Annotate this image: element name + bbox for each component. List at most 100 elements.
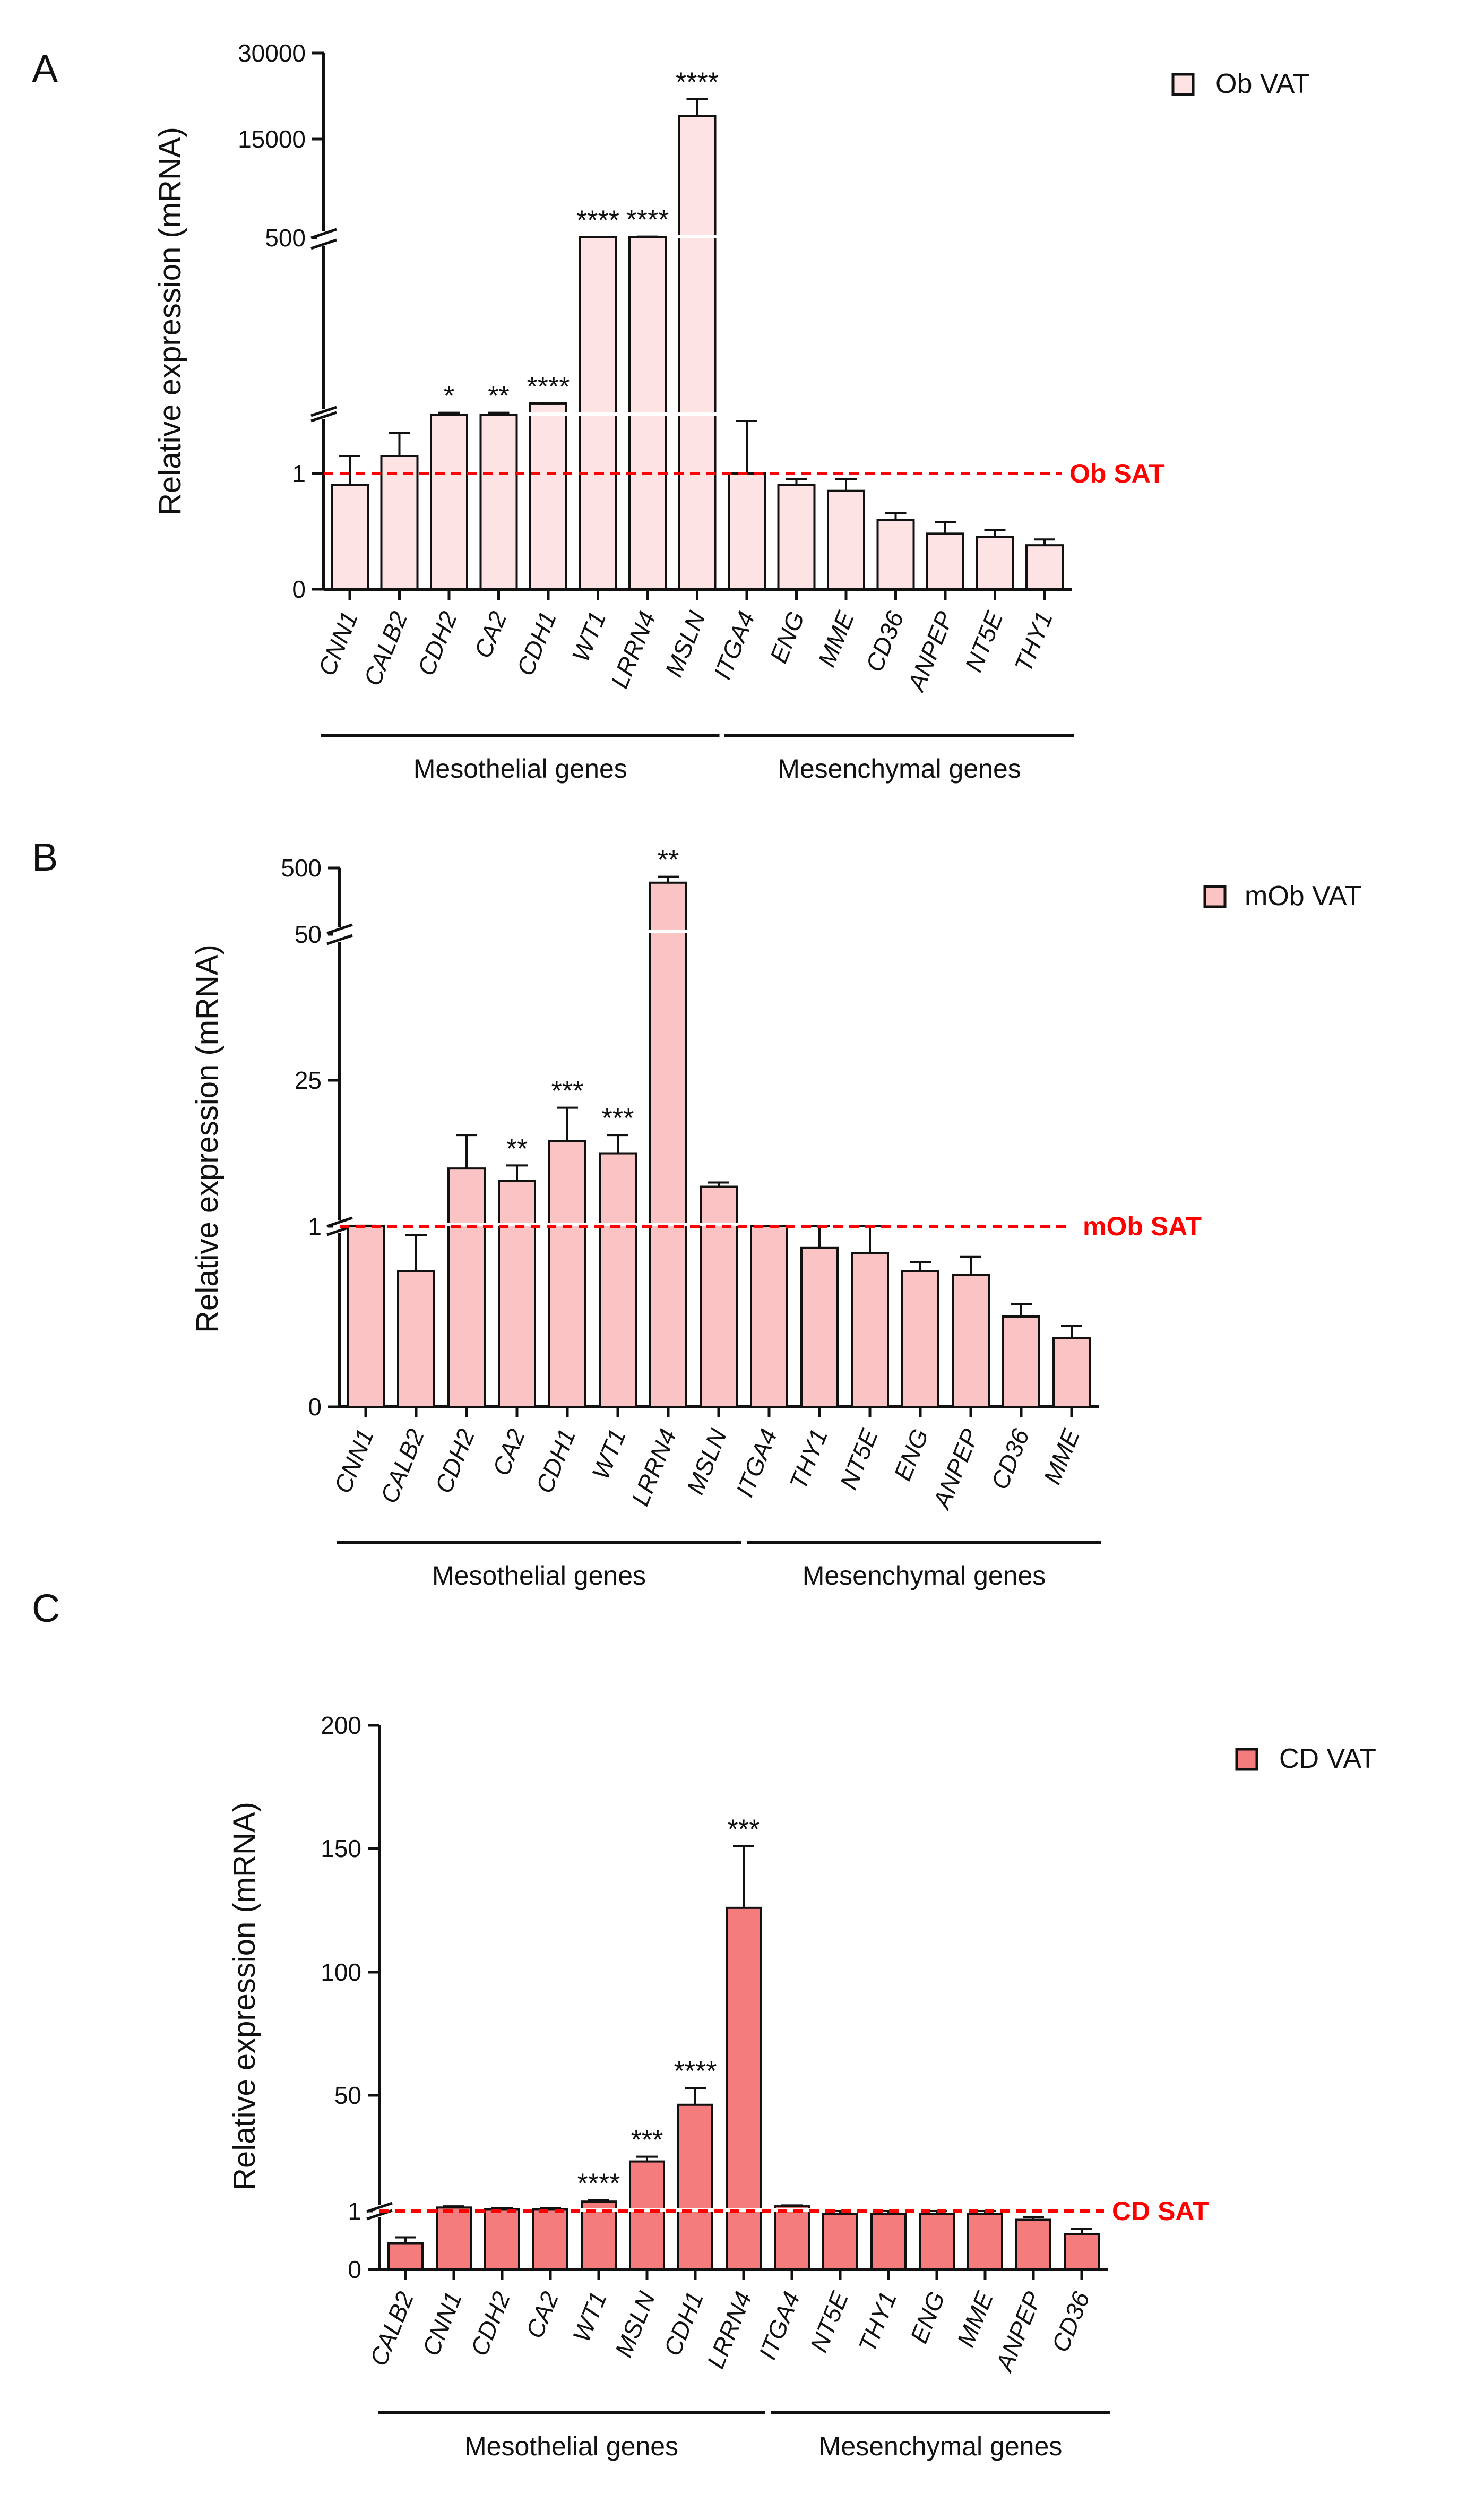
panel-c-xtick-label-calb2: CALB2: [364, 2288, 419, 2370]
panel-a-significance-cdh1: ****: [527, 372, 570, 402]
panel-a-significance-cdh2: *: [444, 381, 454, 412]
panel-b-xtick-label-cnn1: CNN1: [329, 1425, 379, 1497]
panel-b-bar-break-gap: [699, 1223, 738, 1226]
panel-b-significance-cdh1: ***: [551, 1076, 584, 1107]
panel-c-bar-break-gap: [580, 2208, 617, 2212]
panel-b-bar-calb2: [397, 1270, 435, 1408]
panel-a-bar-msln: [678, 115, 717, 591]
panel-b-xtick-label-lrrn4: LRRN4: [626, 1425, 682, 1509]
panel-c-bar-mme: [967, 2213, 1003, 2271]
panel-b-xtick-label-cd36: CD36: [986, 1425, 1034, 1493]
panel-a-axis-break-mark: [310, 411, 337, 423]
panel-b-significance-ca2: **: [506, 1133, 528, 1164]
panel-b-bar-lrrn4: [649, 881, 687, 1408]
panel-a-bar-calb2: [380, 455, 419, 590]
panel-a-bar-ca2: [479, 414, 518, 590]
panel-c-significance-cdh1: ****: [674, 2056, 717, 2087]
panel-b-xtick-label-ca2: CA2: [487, 1425, 531, 1479]
panel-c-bar-break-gap: [773, 2208, 810, 2212]
panel-a-xtick-label-lrrn4: LRRN4: [606, 607, 661, 692]
panel-a-reference-label: Ob SAT: [1069, 459, 1165, 488]
panel-c-ytick-label: 200: [321, 1712, 361, 1739]
panel-c-axis-break-mark: [366, 2202, 393, 2213]
panel-a-bar-cdh2: [430, 414, 468, 590]
panel-c-xtick-label-mme: MME: [952, 2287, 999, 2351]
panel-b-xtick-label-msln: MSLN: [681, 1425, 732, 1499]
panel-a-xtick-label-cnn1: CNN1: [313, 607, 363, 680]
panel-a-xtick-label-cdh1: CDH1: [511, 607, 562, 680]
panel-c-bar-eng: [919, 2213, 955, 2271]
panel-c-ytick-label: 50: [334, 2082, 361, 2109]
panel-b-bar-eng: [901, 1270, 939, 1408]
panel-b-xtick-label-anpep: ANPEP: [927, 1425, 985, 1514]
panel-b-bar-thy1: [800, 1246, 839, 1408]
panel-letter-b: B: [32, 835, 58, 879]
panel-a-xtick-label-msln: MSLN: [660, 607, 711, 681]
panel-c-bar-calb2: [387, 2242, 424, 2271]
panel-b-group-label-2: Mesenchymal genes: [803, 1561, 1046, 1590]
panel-a-axis-break-mark: [310, 228, 337, 239]
panel-b-ytick-label: 25: [295, 1067, 322, 1094]
panel-b-bar-break-gap: [447, 1223, 486, 1226]
panel-b-ytick-label: 1: [308, 1212, 322, 1240]
panel-a-significance-ca2: **: [488, 381, 509, 412]
panel-c-ytick-label: 1: [348, 2197, 361, 2225]
panel-b-ytick-label: 50: [295, 921, 322, 948]
panel-c-legend-swatch: [1235, 1748, 1258, 1771]
panel-b-group-label-1: Mesothelial genes: [432, 1561, 646, 1590]
panel-c-bar-break-gap: [677, 2208, 714, 2212]
panel-a-y-axis-label: Relative expression (mRNA): [153, 127, 187, 515]
panel-b-xtick-label-calb2: CALB2: [375, 1425, 429, 1507]
panel-a-bar-mme: [827, 489, 865, 591]
panel-a-xtick-label-wt1: WT1: [566, 607, 611, 666]
panel-b-bar-ca2: [498, 1180, 536, 1408]
panel-c-reference-label: CD SAT: [1112, 2196, 1209, 2226]
panel-a-ytick-label: 1: [292, 460, 306, 487]
panel-c-bar-cd36: [1064, 2233, 1100, 2271]
panel-b-bar-cnn1: [347, 1225, 385, 1408]
panel-a-xtick-label-itga4: ITGA4: [708, 607, 760, 683]
panel-c-ytick-label: 0: [348, 2256, 361, 2283]
panel-b-bar-break-gap: [649, 1223, 688, 1226]
panel-b-bar-wt1: [599, 1152, 637, 1408]
panel-a-ytick-label: 500: [265, 224, 306, 252]
panel-a-axis-break-mark: [310, 406, 337, 417]
panel-c-legend-label: CD VAT: [1279, 1743, 1376, 1774]
panel-b-legend-label: mOb VAT: [1245, 881, 1362, 911]
panel-b-bar-itga4: [750, 1225, 788, 1408]
panel-c-bar-nt5e: [822, 2213, 858, 2271]
panel-a-ytick-label: 0: [292, 575, 306, 603]
panel-b-xtick-label-mme: MME: [1038, 1424, 1085, 1488]
panel-b-xtick-label-eng: ENG: [888, 1425, 934, 1484]
panel-b-reference-label: mOb SAT: [1083, 1211, 1202, 1241]
panel-c-significance-lrrn4: ***: [728, 1815, 760, 1845]
panel-c-bar-msln: [629, 2160, 665, 2271]
panel-a-legend-label: Ob VAT: [1215, 68, 1309, 99]
panel-b-axis-break-mark: [326, 934, 353, 945]
panel-b-ytick-label: 500: [281, 854, 322, 882]
panel-a-xtick-label-eng: ENG: [764, 607, 810, 667]
panel-a-xtick-label-anpep: ANPEP: [902, 607, 959, 696]
panel-letter-c: C: [32, 1586, 60, 1630]
panel-a-bar-anpep: [926, 532, 964, 590]
panel-b-y-axis-label: Relative expression (mRNA): [190, 944, 225, 1333]
panel-b-bar-nt5e: [851, 1252, 889, 1408]
panel-c-group-label-2: Mesenchymal genes: [819, 2431, 1063, 2461]
panel-a-bar-eng: [777, 484, 816, 590]
panel-c-ytick-label: 100: [321, 1958, 361, 1986]
panel-b-ytick-label: 0: [308, 1393, 322, 1421]
panel-c-ytick-label: 150: [321, 1835, 361, 1862]
panel-c-bar-itga4: [774, 2205, 810, 2271]
panel-b-axis-break-mark: [326, 923, 353, 935]
panel-c-xtick-label-nt5e: NT5E: [805, 2287, 854, 2356]
panel-a-group-label-1: Mesothelial genes: [413, 754, 627, 784]
panel-c-bar-cnn1: [436, 2206, 472, 2271]
panel-a-bar-break-gap: [677, 412, 717, 416]
panel-b-xtick-label-thy1: THY1: [784, 1425, 833, 1493]
panel-letter-a: A: [32, 47, 58, 91]
panel-c-bar-break-gap: [628, 2208, 666, 2212]
panel-c-significance-wt1: ****: [577, 2169, 620, 2199]
panel-c-bar-cdh1: [677, 2103, 713, 2271]
